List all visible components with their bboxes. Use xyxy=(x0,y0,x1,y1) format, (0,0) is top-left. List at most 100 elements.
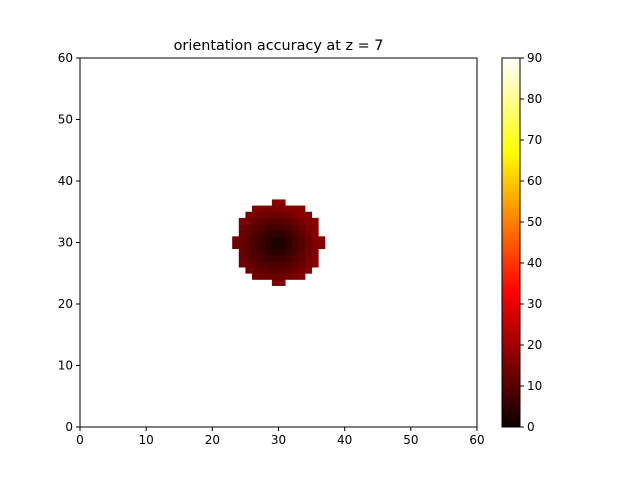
heatmap-cell xyxy=(298,224,306,231)
colorbar-tick-label: 70 xyxy=(527,133,542,147)
heatmap-cell xyxy=(291,230,299,237)
heatmap-cell xyxy=(265,224,273,231)
heatmap-cell xyxy=(265,260,273,268)
heatmap-cell xyxy=(298,254,306,262)
heatmap-cell xyxy=(285,211,293,219)
heatmap-cell xyxy=(278,236,286,243)
heatmap-cell xyxy=(285,260,293,268)
heatmap-cell xyxy=(278,230,286,237)
heatmap-cell xyxy=(311,217,319,225)
heatmap-cell xyxy=(245,260,253,268)
heatmap-cell xyxy=(278,205,286,213)
heatmap-cell xyxy=(298,230,306,237)
x-axis: 0 10 20 30 40 50 60 xyxy=(76,427,485,447)
heatmap-cell xyxy=(252,260,260,268)
heatmap-cell xyxy=(298,267,306,274)
heatmap-cell xyxy=(291,254,299,262)
colorbar-tick-label: 0 xyxy=(527,420,535,434)
heatmap-cell xyxy=(278,211,286,219)
heatmap-cell xyxy=(245,248,253,256)
heatmap-cell xyxy=(258,248,266,256)
colorbar-tick-label: 80 xyxy=(527,92,542,106)
heatmap-cell xyxy=(311,224,319,231)
colorbar-tick-label: 60 xyxy=(527,174,542,188)
y-tick-label: 20 xyxy=(58,297,73,311)
heatmap-cell xyxy=(271,279,279,286)
heatmap-cell xyxy=(271,236,279,243)
heatmap-cell xyxy=(265,230,273,237)
y-tick-label: 50 xyxy=(58,113,73,127)
heatmap-cell xyxy=(271,254,279,262)
heatmap-cell xyxy=(291,211,299,219)
heatmap-cell xyxy=(285,254,293,262)
heatmap-cell xyxy=(252,267,260,274)
heatmap-cell xyxy=(258,254,266,262)
heatmap-cell xyxy=(304,211,312,219)
heatmap-cell xyxy=(304,248,312,256)
colorbar-tick-label: 30 xyxy=(527,297,542,311)
heatmap-cell xyxy=(298,273,306,280)
heatmap-cell xyxy=(311,260,319,268)
heatmap-cell xyxy=(258,236,266,243)
heatmap-cell xyxy=(278,199,286,206)
heatmap-cell xyxy=(298,236,306,243)
heatmap-cell xyxy=(271,242,279,250)
heatmap-cell xyxy=(291,242,299,250)
heatmap-cell xyxy=(258,273,266,280)
heatmap-cell xyxy=(291,236,299,243)
heatmap-cell xyxy=(265,242,273,250)
chart-title: orientation accuracy at z = 7 xyxy=(174,38,384,54)
heatmap-cell xyxy=(252,217,260,225)
colorbar-tick-label: 90 xyxy=(527,51,542,65)
heatmap-cell xyxy=(252,224,260,231)
y-tick-label: 60 xyxy=(58,51,73,65)
heatmap-cell xyxy=(291,224,299,231)
heatmap-cell xyxy=(271,217,279,225)
heatmap-cell xyxy=(291,260,299,268)
heatmap-cell xyxy=(278,273,286,280)
heatmap-cell xyxy=(265,205,273,213)
heatmap-cell xyxy=(304,267,312,274)
heatmap-cell xyxy=(318,236,326,243)
heatmap-cell xyxy=(291,267,299,274)
x-tick-label: 50 xyxy=(403,433,418,447)
heatmap-cell xyxy=(271,260,279,268)
heatmap-cell xyxy=(238,230,246,237)
heatmap-cell xyxy=(252,205,260,213)
heatmap-cell xyxy=(298,211,306,219)
heatmap-cell xyxy=(291,248,299,256)
heatmap-cell xyxy=(311,254,319,262)
heatmap-cell xyxy=(285,217,293,225)
heatmap-cell xyxy=(238,248,246,256)
y-tick-label: 30 xyxy=(58,236,73,250)
heatmap-cell xyxy=(278,242,286,250)
heatmap-cell xyxy=(271,205,279,213)
heatmap-cell xyxy=(238,236,246,243)
heatmap-cell xyxy=(258,211,266,219)
heatmap-cell xyxy=(252,236,260,243)
heatmap-cell xyxy=(304,224,312,231)
heatmap-cell xyxy=(285,230,293,237)
heatmap-cell xyxy=(271,224,279,231)
x-tick-label: 10 xyxy=(139,433,154,447)
y-axis: 0 10 20 30 40 50 60 xyxy=(58,51,80,434)
heatmap-cell xyxy=(271,211,279,219)
heatmap-cell xyxy=(271,248,279,256)
heatmap-cell xyxy=(304,236,312,243)
heatmap-cell xyxy=(285,236,293,243)
heatmap-cell xyxy=(245,230,253,237)
heatmap-cell xyxy=(285,224,293,231)
heatmap-cell xyxy=(245,211,253,219)
heatmap-cell xyxy=(245,267,253,274)
colorbar-frame xyxy=(501,57,521,428)
x-tick-label: 30 xyxy=(271,433,286,447)
heatmap-cell xyxy=(278,279,286,286)
heatmap-cell xyxy=(285,267,293,274)
heatmap-cell xyxy=(258,242,266,250)
heatmap-cell xyxy=(252,254,260,262)
heatmap-cell xyxy=(285,242,293,250)
heatmap-cell xyxy=(252,211,260,219)
heatmap-cell xyxy=(278,254,286,262)
heatmap-cell xyxy=(311,236,319,243)
